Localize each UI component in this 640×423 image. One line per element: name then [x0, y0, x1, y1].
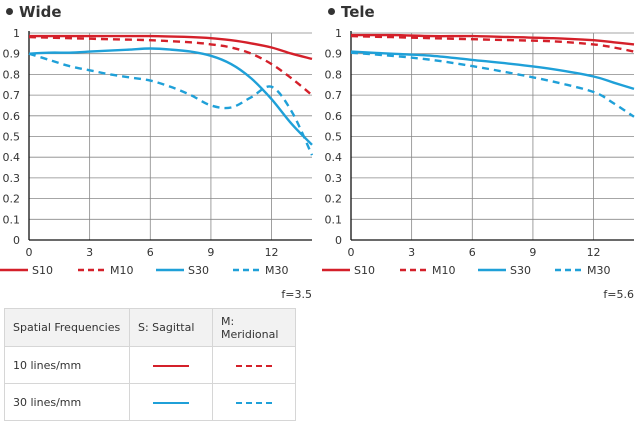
- x-tick-label: 0: [26, 246, 33, 259]
- y-tick-label: 0.1: [325, 213, 343, 226]
- row-label-30: 30 lines/mm: [4, 383, 130, 421]
- x-tick-label: 6: [147, 246, 154, 259]
- tele-chart-panel: 0 0.1 0.2 0.3 0.4 0.5 0.6 0.7 0.8 0.9 1 0 3 6 9 12 S10 M1…: [322, 0, 640, 305]
- series-line-s30: [28, 47, 313, 146]
- y-tick-label: 0.7: [325, 89, 343, 102]
- series-line-m10: [350, 34, 635, 53]
- y-tick-label: 0.8: [325, 68, 343, 81]
- header-sagittal: S: Sagittal: [129, 308, 213, 347]
- legend-label-s30: S30: [510, 264, 531, 277]
- y-tick-label: 0.3: [3, 172, 21, 185]
- wide-title-text: Wide: [19, 3, 62, 21]
- y-tick-label: 1: [335, 27, 342, 40]
- legend-label-s30: S30: [188, 264, 209, 277]
- bullet-icon: [6, 8, 13, 15]
- y-tick-label: 1: [13, 27, 20, 40]
- y-tick-label: 0.6: [325, 110, 343, 123]
- x-tick-label: 9: [529, 246, 536, 259]
- series-line-m10: [28, 35, 313, 97]
- wide-chart: 0 0.1 0.2 0.3 0.4 0.5 0.6 0.7 0.8 0.9 1 0 3 6 9 12 S10 M1…: [0, 27, 314, 301]
- dashed-blue-line: [236, 401, 272, 404]
- header-meridional: M: Meridional: [212, 308, 296, 347]
- x-tick-label: 0: [348, 246, 355, 259]
- x-tick-label: 3: [86, 246, 93, 259]
- legend-label-s10: S10: [354, 264, 375, 277]
- legend-label-m30: M30: [587, 264, 611, 277]
- tele-title-text: Tele: [341, 3, 375, 21]
- table-row: 10 lines/mm: [4, 346, 296, 384]
- x-tick-label: 9: [207, 246, 214, 259]
- y-tick-label: 0.3: [325, 172, 343, 185]
- y-tick-label: 0.8: [3, 68, 21, 81]
- dashed-red-line: [236, 364, 272, 367]
- y-tick-label: 0.9: [3, 48, 21, 61]
- bullet-icon: [328, 8, 335, 15]
- y-tick-label: 0.2: [325, 193, 343, 206]
- x-tick-label: 12: [587, 246, 601, 259]
- series-line-m30: [350, 51, 635, 118]
- legend-label-m30: M30: [265, 264, 289, 277]
- x-tick-label: 6: [469, 246, 476, 259]
- y-tick-label: 0: [335, 234, 342, 247]
- legend-label-s10: S10: [32, 264, 53, 277]
- series-line-s10: [29, 34, 313, 61]
- x-tick-label: 12: [265, 246, 279, 259]
- legend-label-m10: M10: [110, 264, 134, 277]
- frequency-legend-table: Spatial Frequencies S: Sagittal M: Merid…: [4, 308, 296, 421]
- wide-chart-panel: 0 0.1 0.2 0.3 0.4 0.5 0.6 0.7 0.8 0.9 1 0 3 6 9 12 S10 M1…: [0, 0, 320, 305]
- row-label-10: 10 lines/mm: [4, 346, 130, 384]
- y-tick-label: 0.6: [3, 110, 21, 123]
- tele-chart-title: Tele: [328, 3, 375, 21]
- meridional-30-swatch: [212, 383, 296, 421]
- meridional-10-swatch: [212, 346, 296, 384]
- sagittal-10-swatch: [129, 346, 213, 384]
- aperture-label: f=3.5: [281, 288, 312, 301]
- y-tick-label: 0: [13, 234, 20, 247]
- y-tick-label: 0.4: [325, 151, 343, 164]
- tele-chart: 0 0.1 0.2 0.3 0.4 0.5 0.6 0.7 0.8 0.9 1 0 3 6 9 12 S10 M1…: [322, 27, 635, 301]
- solid-red-line: [153, 364, 189, 367]
- y-tick-label: 0.5: [325, 131, 343, 144]
- solid-blue-line: [153, 401, 189, 404]
- sagittal-30-swatch: [129, 383, 213, 421]
- y-tick-label: 0.1: [3, 213, 21, 226]
- legend-label-m10: M10: [432, 264, 456, 277]
- series-line-m30: [28, 52, 314, 156]
- table-header-row: Spatial Frequencies S: Sagittal M: Merid…: [4, 308, 296, 347]
- y-tick-label: 0.7: [3, 89, 21, 102]
- aperture-label: f=5.6: [603, 288, 634, 301]
- series-line-s30: [350, 50, 635, 91]
- x-tick-label: 3: [408, 246, 415, 259]
- table-row: 30 lines/mm: [4, 383, 296, 421]
- header-spatial-frequencies: Spatial Frequencies: [4, 308, 130, 347]
- y-tick-label: 0.2: [3, 193, 21, 206]
- y-tick-label: 0.4: [3, 151, 21, 164]
- y-tick-label: 0.5: [3, 131, 21, 144]
- y-tick-label: 0.9: [325, 48, 343, 61]
- series-line-s10: [350, 33, 635, 46]
- wide-chart-title: Wide: [6, 3, 62, 21]
